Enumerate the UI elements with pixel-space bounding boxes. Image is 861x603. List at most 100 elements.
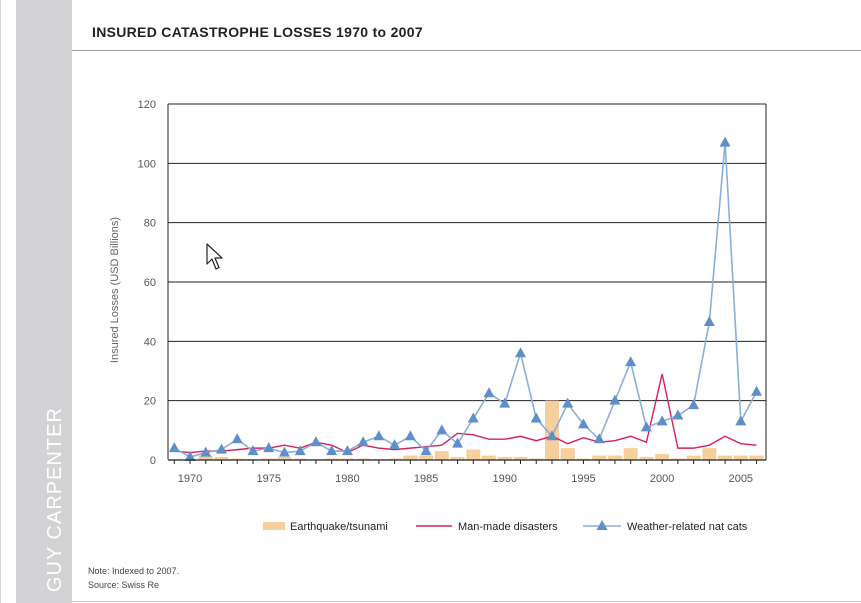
man-made-line bbox=[174, 373, 757, 454]
earthquake-bar bbox=[592, 455, 607, 460]
weather-point bbox=[357, 436, 369, 447]
weather-point bbox=[184, 451, 196, 462]
earthquake-bar bbox=[214, 457, 229, 460]
weather-point bbox=[231, 433, 243, 444]
legend-man-made-label: Man-made disasters bbox=[458, 521, 558, 533]
earthquake-bar bbox=[623, 448, 638, 460]
weather-point bbox=[216, 443, 228, 454]
earthquake-bar bbox=[718, 455, 733, 460]
weather-point bbox=[688, 399, 700, 410]
weather-point bbox=[420, 445, 432, 456]
earthquake-bar bbox=[387, 458, 402, 460]
weather-point bbox=[562, 397, 574, 408]
earthquake-bar bbox=[655, 454, 670, 460]
y-tick-label: 100 bbox=[138, 158, 156, 170]
earthquake-bar bbox=[686, 455, 701, 460]
weather-point bbox=[310, 436, 322, 447]
weather-point bbox=[326, 445, 338, 456]
earthquake-bar bbox=[497, 457, 512, 460]
earthquake-bar bbox=[639, 457, 654, 460]
weather-point bbox=[751, 385, 763, 396]
weather-point bbox=[530, 412, 542, 423]
legend-earthquake-swatch bbox=[263, 522, 285, 530]
earthquake-bar bbox=[607, 455, 622, 460]
weather-point bbox=[436, 424, 448, 435]
chart-title: INSURED CATASTROPHE LOSSES 1970 to 2007 bbox=[92, 24, 423, 40]
weather-point bbox=[499, 397, 511, 408]
weather-point bbox=[341, 445, 353, 456]
earthquake-bar bbox=[434, 451, 449, 460]
earthquake-bar bbox=[293, 458, 308, 460]
earthquake-bar bbox=[749, 455, 764, 460]
weather-point bbox=[703, 316, 715, 327]
earthquake-bar bbox=[324, 458, 339, 460]
weather-point bbox=[546, 430, 558, 441]
earthquake-bar bbox=[261, 458, 276, 460]
weather-point bbox=[672, 409, 684, 420]
y-tick-label: 40 bbox=[144, 336, 156, 348]
legend-weather-marker bbox=[596, 520, 608, 530]
weather-point bbox=[515, 347, 527, 358]
weather-point bbox=[278, 446, 290, 457]
y-tick-label: 80 bbox=[144, 218, 156, 230]
weather-point bbox=[452, 437, 464, 448]
weather-point bbox=[577, 418, 589, 429]
weather-point bbox=[200, 446, 212, 457]
earthquake-bar bbox=[702, 448, 717, 460]
x-tick-label: 1980 bbox=[335, 473, 359, 485]
weather-point bbox=[640, 421, 652, 432]
x-tick-label: 1990 bbox=[493, 473, 517, 485]
mouse-pointer-icon bbox=[206, 243, 223, 270]
weather-point bbox=[656, 415, 668, 426]
x-tick-label: 1985 bbox=[414, 473, 438, 485]
title-divider bbox=[72, 50, 861, 51]
earthquake-bar bbox=[450, 457, 465, 460]
earthquake-bar bbox=[529, 458, 544, 460]
weather-point bbox=[294, 445, 306, 456]
x-tick-label: 1995 bbox=[571, 473, 595, 485]
earthquake-bar bbox=[576, 458, 591, 460]
y-tick-label: 20 bbox=[144, 396, 156, 408]
x-tick-label: 1970 bbox=[178, 473, 202, 485]
weather-point bbox=[483, 387, 495, 398]
earthquake-bar bbox=[277, 457, 292, 460]
weather-point bbox=[247, 445, 259, 456]
weather-point bbox=[404, 430, 416, 441]
weather-point bbox=[373, 430, 385, 441]
earthquake-bar bbox=[513, 457, 528, 460]
weather-point bbox=[389, 439, 401, 450]
earthquake-bar bbox=[482, 455, 497, 460]
earthquake-bar bbox=[198, 455, 213, 460]
weather-point bbox=[625, 356, 637, 367]
y-tick-label: 0 bbox=[150, 455, 156, 467]
earthquake-bar bbox=[230, 458, 245, 460]
weather-point bbox=[168, 442, 180, 453]
x-tick-label: 2000 bbox=[650, 473, 674, 485]
legend-weather-label: Weather-related nat cats bbox=[627, 521, 748, 533]
earthquake-bar bbox=[733, 455, 748, 460]
source-note: Source: Swiss Re bbox=[88, 580, 160, 590]
y-tick-label: 60 bbox=[144, 277, 156, 289]
legend-earthquake-label: Earthquake/tsunami bbox=[290, 521, 388, 533]
weather-point bbox=[609, 394, 621, 405]
weather-point bbox=[593, 433, 605, 444]
weather-point bbox=[735, 415, 747, 426]
earthquake-bar bbox=[419, 455, 434, 460]
y-tick-label: 120 bbox=[138, 99, 156, 111]
earthquake-bar bbox=[670, 458, 685, 460]
x-tick-label: 1975 bbox=[256, 473, 280, 485]
earthquake-bar bbox=[466, 449, 481, 460]
x-tick-label: 2005 bbox=[729, 473, 753, 485]
earthquake-bar bbox=[356, 458, 371, 460]
side-band bbox=[16, 0, 72, 603]
weather-point bbox=[719, 136, 731, 147]
y-axis-label: Insured Losses (USD Billions) bbox=[109, 217, 121, 363]
weather-point bbox=[263, 442, 275, 453]
earthquake-bar bbox=[340, 458, 355, 460]
earthquake-bar bbox=[560, 448, 575, 460]
bottom-divider bbox=[72, 601, 861, 602]
footnote: Note: Indexed to 2007. bbox=[88, 566, 180, 576]
weather-point bbox=[467, 412, 479, 423]
